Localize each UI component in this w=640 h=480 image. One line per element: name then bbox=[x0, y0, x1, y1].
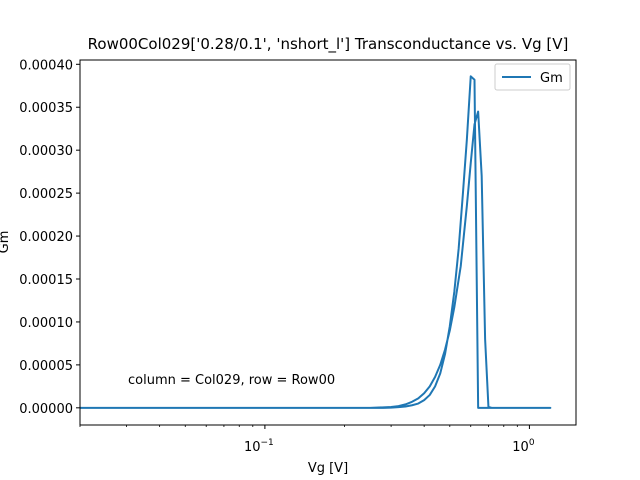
y-tick-label: 0.00015 bbox=[19, 273, 73, 288]
y-tick-label: 0.00020 bbox=[19, 230, 73, 245]
y-tick-label: 0.00000 bbox=[19, 402, 73, 417]
y-tick-label: 0.00040 bbox=[19, 58, 73, 73]
legend-label: Gm bbox=[540, 71, 563, 86]
plot-area bbox=[80, 75, 552, 409]
y-axis-label: Gm bbox=[0, 231, 12, 254]
x-tick-label: 100 bbox=[512, 438, 535, 455]
legend-box bbox=[494, 63, 571, 91]
y-tick-label: 0.00005 bbox=[19, 359, 73, 374]
x-axis: 10−1 100 bbox=[79, 425, 535, 455]
x-axis-label: Vg [V] bbox=[308, 461, 348, 476]
y-tick-label: 0.00025 bbox=[19, 187, 73, 202]
x-tick-label: 10−1 bbox=[244, 438, 274, 455]
y-tick-label: 0.00035 bbox=[19, 101, 73, 116]
legend: Gm bbox=[494, 63, 571, 91]
chart-annotation: column = Col029, row = Row00 bbox=[128, 373, 335, 388]
y-axis: 0.00000 0.00005 0.00010 0.00015 0.00020 0.000… bbox=[19, 58, 80, 417]
chart-title: Row00Col029['0.28/0.1', 'nshort_l'] Tran… bbox=[88, 35, 569, 54]
plot-frame bbox=[79, 59, 577, 426]
series-line-gm bbox=[80, 75, 552, 409]
y-tick-label: 0.00010 bbox=[19, 316, 73, 331]
y-tick-label: 0.00030 bbox=[19, 144, 73, 159]
